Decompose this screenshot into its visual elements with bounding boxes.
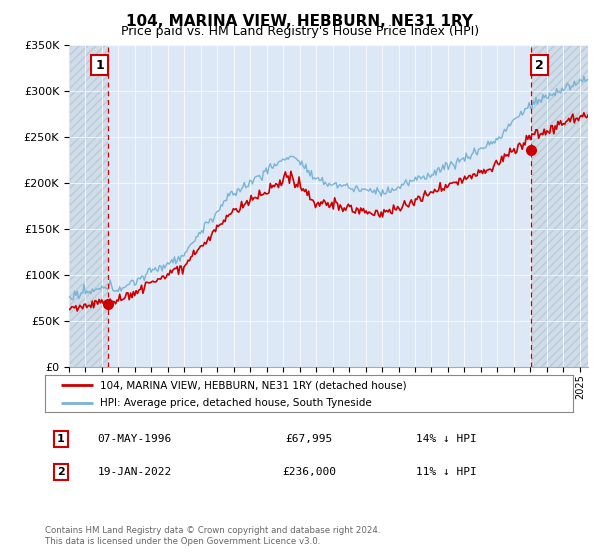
Text: 1: 1 xyxy=(57,434,65,444)
Bar xyxy=(531,45,588,367)
Text: 104, MARINA VIEW, HEBBURN, NE31 1RY: 104, MARINA VIEW, HEBBURN, NE31 1RY xyxy=(127,14,473,29)
Text: This data is licensed under the Open Government Licence v3.0.: This data is licensed under the Open Gov… xyxy=(45,538,320,547)
Text: £67,995: £67,995 xyxy=(286,434,332,444)
Text: 104, MARINA VIEW, HEBBURN, NE31 1RY (detached house): 104, MARINA VIEW, HEBBURN, NE31 1RY (det… xyxy=(100,380,407,390)
Text: 14% ↓ HPI: 14% ↓ HPI xyxy=(416,434,476,444)
Text: Price paid vs. HM Land Registry's House Price Index (HPI): Price paid vs. HM Land Registry's House … xyxy=(121,25,479,38)
Text: 1: 1 xyxy=(95,59,104,72)
Text: HPI: Average price, detached house, South Tyneside: HPI: Average price, detached house, Sout… xyxy=(100,398,372,408)
Text: 2: 2 xyxy=(535,59,544,72)
Text: 11% ↓ HPI: 11% ↓ HPI xyxy=(416,467,476,477)
Bar xyxy=(69,45,108,367)
Text: 2: 2 xyxy=(57,467,65,477)
Text: Contains HM Land Registry data © Crown copyright and database right 2024.: Contains HM Land Registry data © Crown c… xyxy=(45,526,380,535)
Text: 07-MAY-1996: 07-MAY-1996 xyxy=(98,434,172,444)
Text: £236,000: £236,000 xyxy=(282,467,336,477)
Text: 19-JAN-2022: 19-JAN-2022 xyxy=(98,467,172,477)
